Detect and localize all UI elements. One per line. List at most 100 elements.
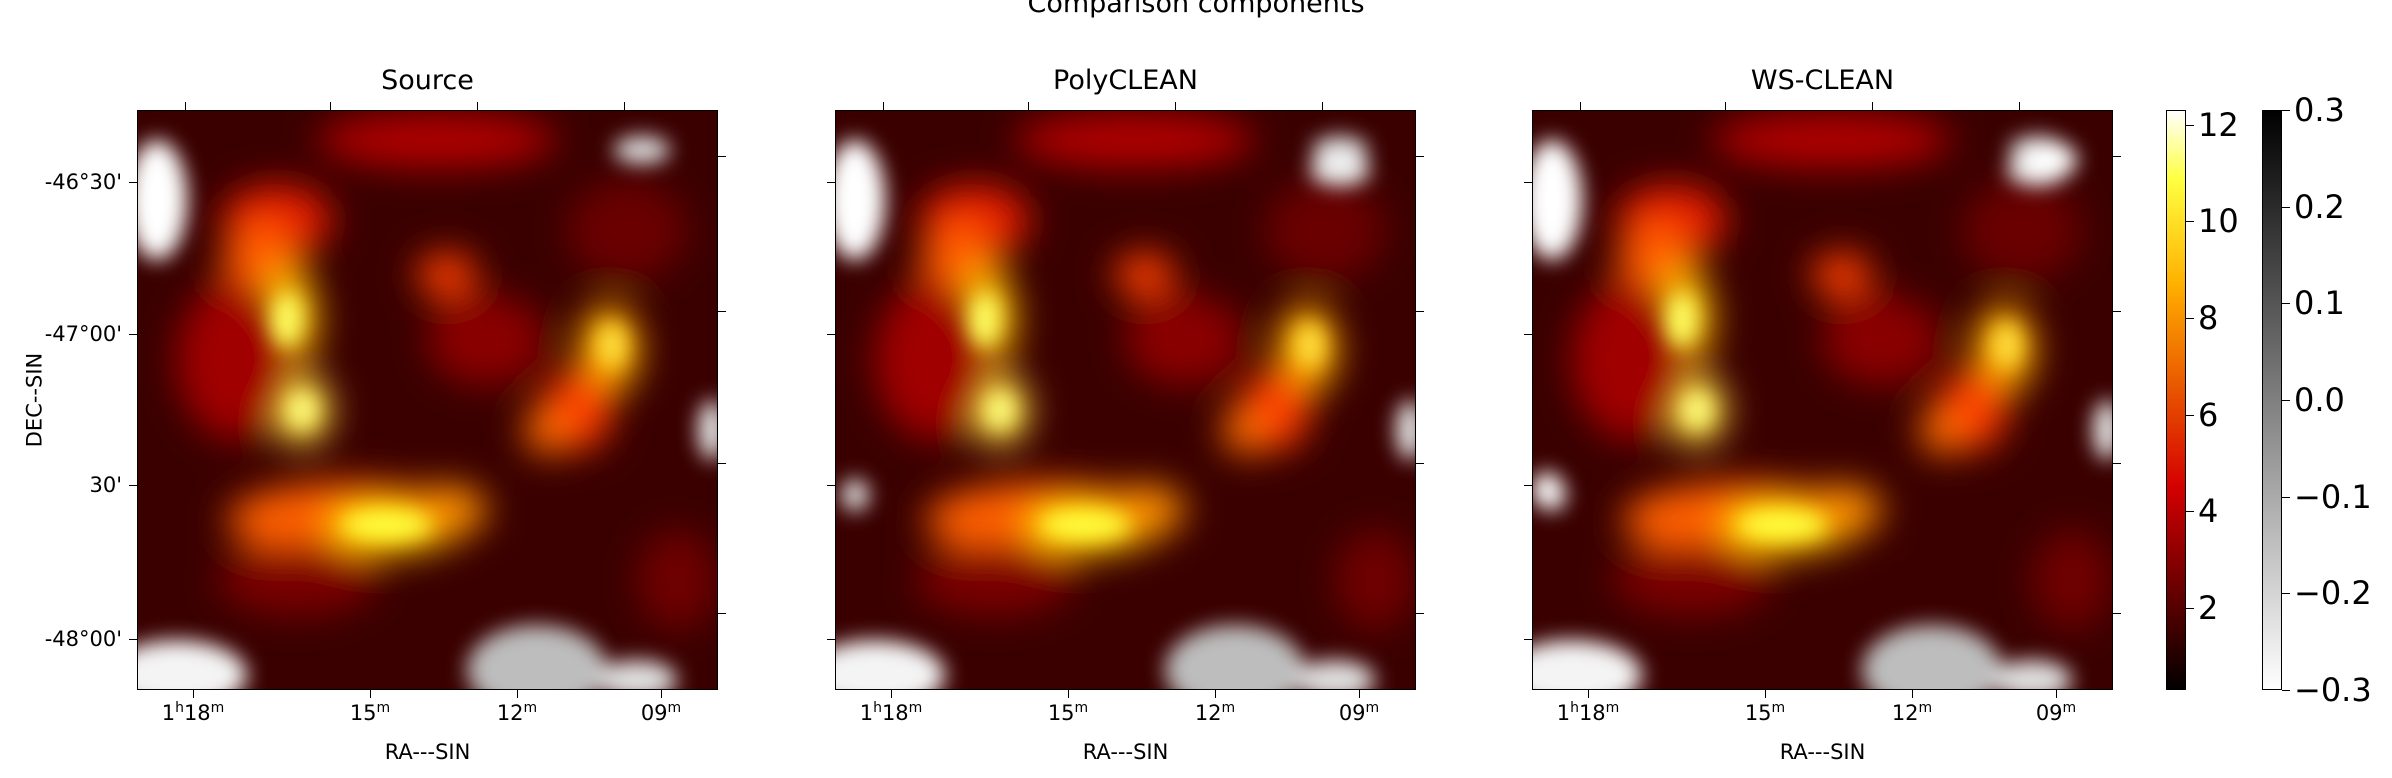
- y-right-tick: [718, 156, 726, 157]
- x-tick: [1588, 690, 1589, 698]
- heatmap-svg: [137, 110, 718, 690]
- colorbar-tick-label: 0.1: [2294, 284, 2345, 323]
- colorbar-tick: [2186, 414, 2194, 416]
- colorbar-hot-gradient: [2166, 110, 2186, 690]
- y-right-tick: [2113, 156, 2121, 157]
- y-tick: [129, 334, 137, 335]
- x-top-tick: [624, 102, 625, 110]
- colorbar-tick-label: 4: [2198, 492, 2219, 531]
- y-right-tick: [718, 463, 726, 464]
- colorbar-tick-label: 2: [2198, 588, 2219, 627]
- colorbar-tick: [2186, 221, 2194, 223]
- x-tick-label: 15m: [1744, 700, 1786, 725]
- x-tick-label: 15m: [1047, 700, 1089, 725]
- colorbar-frame: [2262, 110, 2282, 690]
- x-axis-label: RA---SIN: [1779, 740, 1866, 764]
- y-right-tick: [1416, 156, 1424, 157]
- x-tick: [661, 690, 662, 698]
- colorbar-tick: [2282, 690, 2290, 691]
- y-tick-label: -48°00': [44, 627, 122, 651]
- x-tick-label: 12m: [1891, 700, 1933, 725]
- colorbar-tick: [2282, 593, 2290, 595]
- x-tick-label: 12m: [496, 700, 538, 725]
- colorbar-tick-label: 0.0: [2294, 381, 2345, 419]
- y-tick: [827, 182, 835, 183]
- x-top-tick: [883, 102, 884, 110]
- colorbar-tick: [2282, 496, 2290, 498]
- x-tick-label: 09m: [1338, 700, 1380, 725]
- x-top-tick: [330, 102, 331, 110]
- x-tick: [1765, 690, 1766, 698]
- x-tick: [1359, 690, 1360, 698]
- x-tick-label: 1h18m: [161, 700, 225, 725]
- colorbar-hot: 12 10 8 6 4 2: [2166, 106, 2239, 690]
- x-top-tick: [185, 102, 186, 110]
- heatmap-image: [137, 110, 718, 690]
- x-axis-label: RA---SIN: [384, 740, 471, 764]
- panel-polyclean: PolyCLEAN 1h18m 15m 12m 09m RA---SIN: [827, 65, 1424, 764]
- x-tick: [891, 690, 892, 698]
- colorbar-tick-label: −0.1: [2294, 477, 2372, 516]
- colorbar-tick: [2282, 110, 2290, 111]
- y-tick: [827, 334, 835, 335]
- y-right-tick: [2113, 311, 2121, 312]
- y-tick-label: -46°30': [44, 170, 122, 194]
- x-top-tick: [477, 102, 478, 110]
- colorbar-tick: [2186, 124, 2194, 126]
- y-tick-label: -47°00': [44, 322, 122, 346]
- x-tick: [1068, 690, 1069, 698]
- x-top-tick: [1725, 102, 1726, 110]
- heatmap-image: [835, 110, 1416, 690]
- y-right-tick: [1416, 311, 1424, 312]
- colorbar-frame: [2166, 110, 2186, 690]
- colorbar-tick-label: 6: [2198, 395, 2219, 434]
- panel-title: PolyCLEAN: [1053, 65, 1198, 96]
- colorbar-gray-gradient: [2262, 110, 2282, 690]
- y-tick: [1524, 182, 1532, 183]
- colorbar-tick: [2186, 317, 2194, 319]
- y-tick: [1524, 485, 1532, 486]
- x-tick-label: 1h18m: [859, 700, 923, 725]
- y-right-tick: [1416, 463, 1424, 464]
- x-tick: [2056, 690, 2057, 698]
- x-tick-label: 09m: [640, 700, 682, 725]
- colorbar-tick-label: −0.3: [2294, 671, 2372, 709]
- y-right-tick: [2113, 613, 2121, 614]
- y-right-tick: [2113, 463, 2121, 464]
- colorbar-tick-label: −0.2: [2294, 574, 2372, 613]
- x-top-tick: [1322, 102, 1323, 110]
- x-tick: [1912, 690, 1913, 698]
- heatmap-svg: [1532, 110, 2113, 690]
- y-right-tick: [1416, 613, 1424, 614]
- x-tick-label: 12m: [1194, 700, 1236, 725]
- colorbar-tick-label: 0.2: [2294, 187, 2345, 226]
- y-tick: [827, 485, 835, 486]
- x-top-tick: [1175, 102, 1176, 110]
- y-right-tick: [718, 311, 726, 312]
- panel-title: WS-CLEAN: [1750, 65, 1895, 96]
- y-right-tick: [718, 613, 726, 614]
- figure-title: Comparison components: [1027, 0, 1365, 19]
- y-tick: [129, 485, 137, 486]
- panel-title: Source: [381, 65, 474, 96]
- x-tick-label: 1h18m: [1556, 700, 1620, 725]
- panel-source: Source 1h18m 15m 12m 09m -46°30' -47°00' 30' -4…: [22, 65, 726, 764]
- colorbar-gray: 0.3 0.2 0.1 0.0 −0.1 −0.2 −0.3: [2262, 91, 2372, 709]
- colorbar-tick: [2282, 303, 2290, 305]
- panel-wsclean: WS-CLEAN 1h18m 15m 12m 09m RA---SIN: [1524, 65, 2121, 764]
- colorbar-tick-label: 0.3: [2294, 91, 2345, 129]
- x-top-tick: [1580, 102, 1581, 110]
- x-tick-label: 15m: [349, 700, 391, 725]
- y-tick: [827, 639, 835, 640]
- colorbar-tick-label: 12: [2198, 105, 2239, 144]
- y-tick: [1524, 334, 1532, 335]
- x-tick: [1215, 690, 1216, 698]
- x-axis-label: RA---SIN: [1082, 740, 1169, 764]
- x-tick: [517, 690, 518, 698]
- y-tick: [129, 639, 137, 640]
- colorbar-tick: [2282, 400, 2290, 401]
- colorbar-tick-label: 8: [2198, 298, 2219, 337]
- x-tick: [370, 690, 371, 698]
- x-top-tick: [2019, 102, 2020, 110]
- colorbar-tick: [2186, 511, 2194, 513]
